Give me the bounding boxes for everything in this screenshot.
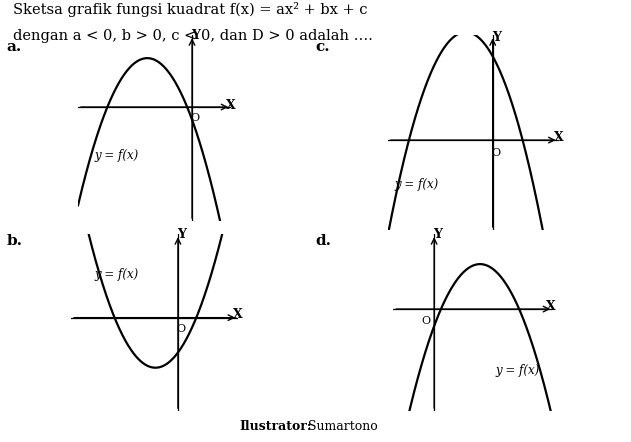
Text: O: O — [421, 316, 430, 326]
Text: y = f(x): y = f(x) — [95, 268, 139, 281]
Text: dengan a < 0, b > 0, c < 0, dan D > 0 adalah ….: dengan a < 0, b > 0, c < 0, dan D > 0 ad… — [13, 29, 372, 43]
Text: c.: c. — [316, 40, 330, 54]
Text: Y: Y — [433, 228, 442, 241]
Text: X: X — [233, 309, 243, 321]
Text: O: O — [491, 148, 500, 157]
Text: O: O — [176, 324, 185, 334]
Text: Y: Y — [177, 228, 186, 241]
Text: b.: b. — [6, 234, 22, 248]
Text: a.: a. — [6, 40, 21, 54]
Text: d.: d. — [316, 234, 331, 248]
Text: y = f(x): y = f(x) — [495, 364, 540, 377]
Text: Ilustrator:: Ilustrator: — [240, 420, 312, 433]
Text: Sumartono: Sumartono — [300, 420, 377, 433]
Text: y = f(x): y = f(x) — [394, 179, 438, 191]
Text: O: O — [190, 113, 199, 123]
Text: Y: Y — [191, 29, 201, 42]
Text: X: X — [227, 99, 236, 112]
Text: X: X — [554, 130, 563, 144]
Text: Sketsa grafik fungsi kuadrat f(x) = ax² + bx + c: Sketsa grafik fungsi kuadrat f(x) = ax² … — [13, 2, 367, 17]
Text: Y: Y — [492, 31, 501, 44]
Text: y = f(x): y = f(x) — [95, 149, 139, 162]
Text: X: X — [546, 300, 556, 313]
